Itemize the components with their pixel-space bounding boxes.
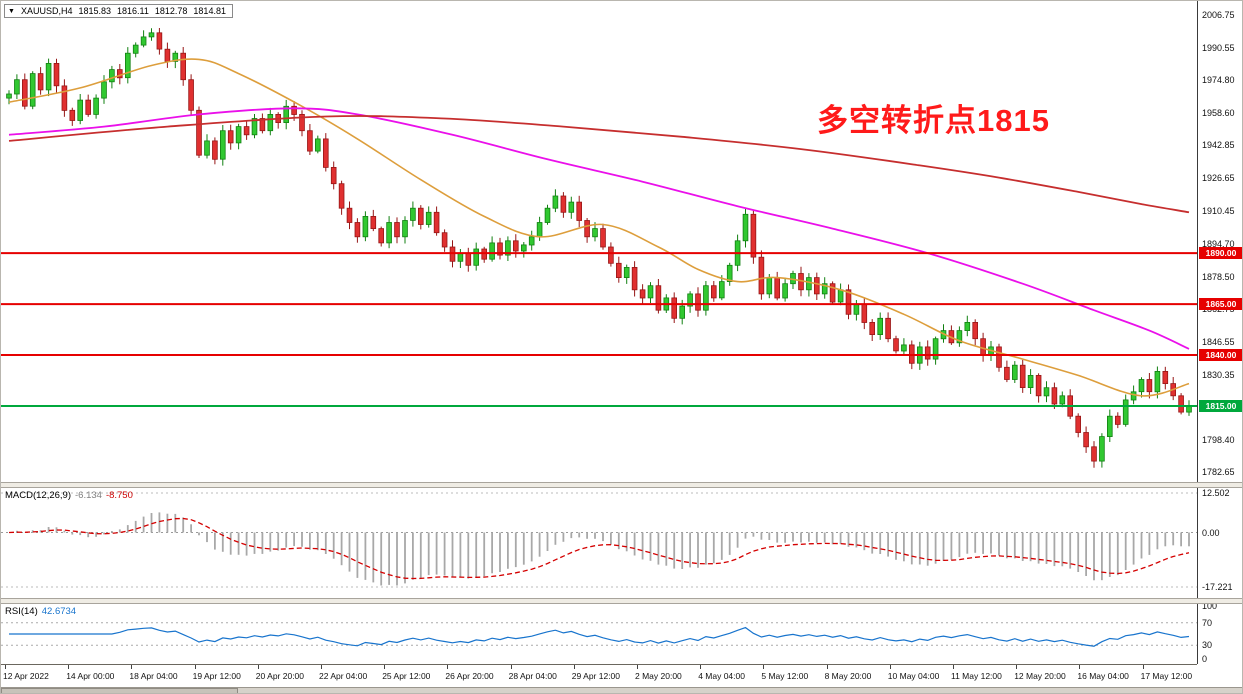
time-tick: [889, 665, 891, 669]
rsi-name: RSI(14): [5, 606, 38, 617]
time-tick-label: 5 May 12:00: [761, 671, 809, 681]
time-tick: [637, 665, 638, 669]
ohlc-high-value: 1816.11: [117, 6, 149, 16]
macd-main-value: -6.134: [75, 490, 102, 501]
price-tick-label: 1942.85: [1202, 140, 1235, 151]
time-tick-label: 18 Apr 04:00: [129, 671, 178, 681]
price-tick-label: 1974.80: [1202, 75, 1235, 86]
time-tick: [953, 665, 954, 669]
scrollbar-thumb[interactable]: [1, 688, 238, 693]
collapse-chart-icon[interactable]: ▼: [8, 7, 15, 15]
time-tick-label: 14 Apr 00:00: [66, 671, 115, 681]
candles[interactable]: [6, 28, 1192, 468]
price-tick-label: 1878.50: [1202, 271, 1235, 282]
rsi-tick-label: 30: [1202, 640, 1213, 651]
time-tick: [763, 665, 765, 669]
time-tick-label: 8 May 20:00: [824, 671, 872, 681]
macd-tick-label: -17.221: [1202, 582, 1233, 592]
price-tick-label: 1846.55: [1202, 336, 1235, 347]
price-tick-label: 1910.45: [1202, 206, 1235, 217]
ohlc-low-value: 1812.78: [154, 6, 188, 16]
time-tick: [1079, 665, 1081, 669]
rsi-label: RSI(14) 42.6734: [5, 606, 76, 617]
time-tick-label: 10 May 04:00: [887, 671, 940, 681]
time-tick-label: 4 May 04:00: [698, 671, 745, 681]
time-tick-label: 16 May 04:00: [1077, 671, 1129, 681]
price-line-tag[interactable]: 1840.00: [1199, 349, 1242, 361]
time-tick: [321, 665, 322, 669]
time-tick: [257, 665, 259, 669]
rsi-line: [9, 626, 1190, 647]
time-tick: [510, 665, 512, 669]
time-tick-label: 20 Apr 20:00: [255, 671, 305, 681]
time-tick: [131, 665, 133, 669]
symbol-ohlc-box: ▼ XAUUSD,H4 1815.83 1816.11 1812.78 1814…: [4, 4, 233, 18]
ma-fast-orange: [8, 58, 1190, 397]
time-tick: [700, 665, 702, 669]
time-tick-label: 26 Apr 20:00: [445, 671, 494, 681]
price-tick-label: 2006.75: [1202, 10, 1235, 20]
rsi-chart-canvas[interactable]: [1, 604, 1197, 664]
time-tick: [447, 665, 449, 669]
price-tick-label: 1798.40: [1202, 434, 1235, 445]
rsi-value: 42.6734: [41, 606, 77, 617]
main-chart-panel[interactable]: ▼ XAUUSD,H4 1815.83 1816.11 1812.78 1814…: [1, 1, 1197, 482]
macd-histogram: [15, 512, 1190, 586]
rsi-tick-label: 100: [1202, 601, 1218, 611]
macd-indicator-panel[interactable]: MACD(12,26,9) -6.134 -8.750: [1, 488, 1197, 598]
time-tick: [1016, 665, 1018, 669]
time-tick-label: 17 May 12:00: [1140, 671, 1193, 681]
macd-label: MACD(12,26,9) -6.134 -8.750: [5, 490, 133, 501]
symbol-timeframe-label: XAUUSD,H4: [20, 6, 73, 16]
price-tick-label: 1894.70: [1202, 238, 1235, 249]
time-tick-label: 12 May 20:00: [1014, 671, 1066, 681]
time-tick: [5, 665, 6, 669]
time-tick-label: 22 Apr 04:00: [319, 671, 368, 681]
price-line-tag[interactable]: 1815.00: [1199, 400, 1242, 412]
price-tick-label: 1782.65: [1202, 467, 1235, 477]
time-tick: [384, 665, 386, 669]
rsi-tick-label: 0: [1202, 654, 1208, 664]
ma-mid-magenta: [8, 107, 1190, 350]
macd-tick-label: 0.00: [1202, 527, 1220, 538]
price-tick-label: 1830.35: [1202, 369, 1235, 380]
time-tick-label: 2 May 20:00: [635, 671, 682, 681]
time-tick: [1142, 665, 1144, 669]
time-tick-label: 11 May 12:00: [951, 671, 1002, 681]
price-tick-label: 1958.60: [1202, 108, 1235, 119]
price-line-tag[interactable]: 1890.00: [1199, 247, 1242, 260]
macd-tick-label: 12.502: [1202, 488, 1230, 498]
rsi-indicator-panel[interactable]: RSI(14) 42.6734: [1, 604, 1197, 664]
chart-text-annotation[interactable]: 多空转折点1815: [817, 103, 1050, 138]
macd-signal-line: [8, 517, 1190, 580]
time-tick-label: 29 Apr 12:00: [571, 671, 621, 681]
time-axis[interactable]: 12 Apr 2022 14 Apr 00:00 18 Apr 04:00 19 Ap…: [1, 664, 1197, 687]
price-line-tag[interactable]: 1865.00: [1199, 298, 1242, 311]
macd-name: MACD(12,26,9): [5, 490, 71, 501]
time-tick: [826, 665, 828, 669]
rsi-tick-label: 70: [1202, 617, 1213, 628]
price-tick-label: 1990.55: [1202, 43, 1235, 53]
time-tick: [194, 665, 196, 669]
candlestick-chart-canvas[interactable]: [1, 1, 1197, 482]
panel-resize-separator-rsi[interactable]: [1, 598, 1242, 604]
ohlc-close-value: 1814.81: [193, 6, 226, 16]
macd-chart-canvas[interactable]: [1, 488, 1197, 598]
time-tick-label: 25 Apr 12:00: [382, 671, 431, 681]
time-tick-label: 12 Apr 2022: [3, 671, 49, 681]
macd-signal-value: -8.750: [105, 490, 133, 501]
price-tick-label: 1926.65: [1202, 173, 1235, 184]
horizontal-scrollbar[interactable]: [1, 687, 1242, 693]
ohlc-open-value: 1815.83: [78, 6, 111, 16]
price-scale[interactable]: 2006.75 1990.55 1974.80 1958.60 1942.85 1926.…: [1197, 1, 1242, 664]
time-tick-label: 19 Apr 12:00: [192, 671, 241, 681]
time-tick: [68, 665, 70, 669]
time-tick-label: 28 Apr 04:00: [508, 671, 557, 681]
ma-slow-darkred: [8, 115, 1190, 214]
time-tick: [573, 665, 575, 669]
panel-resize-separator-macd[interactable]: [1, 482, 1242, 488]
